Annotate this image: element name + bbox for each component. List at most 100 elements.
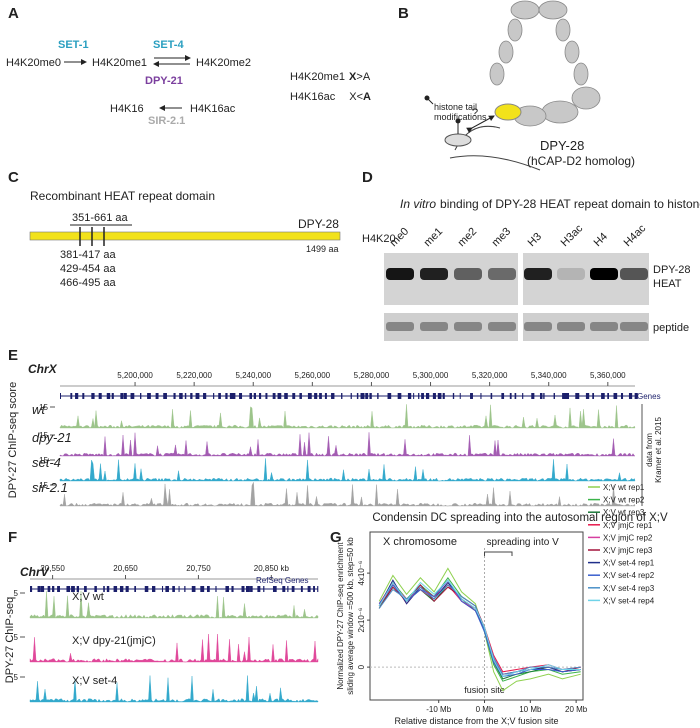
gene xyxy=(265,393,268,399)
annotation: X chromosome xyxy=(383,536,457,548)
gene xyxy=(40,586,45,592)
band xyxy=(420,322,448,331)
series-line xyxy=(378,567,581,692)
gene xyxy=(47,586,51,592)
gene xyxy=(155,393,159,399)
gene xyxy=(341,393,343,399)
x-tick-label: 20,850 kb xyxy=(254,564,290,573)
gene xyxy=(184,586,186,592)
gene xyxy=(139,393,142,399)
band xyxy=(620,268,648,280)
gene xyxy=(501,393,505,399)
gene xyxy=(172,586,175,592)
gene xyxy=(418,393,420,399)
gene xyxy=(356,393,359,399)
gene xyxy=(277,393,282,399)
gene xyxy=(514,393,517,399)
gene xyxy=(317,586,319,592)
histone-mark: H4K20me1 xyxy=(92,57,147,69)
gene xyxy=(200,586,205,592)
x-label: Relative distance from the X;V fusion si… xyxy=(394,716,558,726)
gene xyxy=(421,393,424,399)
gene xyxy=(144,586,149,592)
x-tick-label: 5,200,000 xyxy=(117,371,153,380)
gene xyxy=(397,393,402,399)
gene xyxy=(134,586,137,592)
gene xyxy=(272,586,277,592)
gene xyxy=(84,586,87,592)
gene xyxy=(241,586,245,592)
gene xyxy=(307,393,312,399)
gene xyxy=(432,393,436,399)
track-scale: 15 xyxy=(39,456,48,465)
gene xyxy=(307,586,311,592)
gene xyxy=(123,393,127,399)
gene xyxy=(239,393,243,399)
gene xyxy=(365,393,369,399)
panel-g: G xyxy=(330,529,342,546)
blot-label: peptide xyxy=(653,322,689,334)
x-tick-label: 20,750 xyxy=(186,564,211,573)
gene xyxy=(259,393,262,399)
track-scale: 5 xyxy=(14,633,19,642)
gene xyxy=(106,393,111,399)
gene xyxy=(75,393,79,399)
gene xyxy=(66,586,71,592)
x-tick-label: 20 Mb xyxy=(565,705,588,714)
track-label: X;V dpy-21(jmjC) xyxy=(72,635,156,647)
y-label: DPY-27 ChIP-seq xyxy=(4,597,16,683)
lane-label: H3 xyxy=(526,231,544,249)
gene xyxy=(151,586,156,592)
gene xyxy=(437,393,442,399)
gene xyxy=(113,586,118,592)
gene xyxy=(231,586,234,592)
row-label: H4K20 xyxy=(362,233,396,245)
panel-b: B histone tail modifications ? DPY-28 (h… xyxy=(398,0,635,171)
gene xyxy=(292,393,296,399)
x-tick-label: 5,360,000 xyxy=(590,371,626,380)
gene-track-label: RefSeq Genes xyxy=(256,576,308,585)
panel-d: D In vitro binding of DPY-28 HEAT repeat … xyxy=(362,169,700,341)
gene xyxy=(225,586,229,592)
signal-track xyxy=(59,481,636,507)
gene xyxy=(634,393,638,399)
gene xyxy=(300,586,303,592)
blot-label: HEAT xyxy=(653,278,682,290)
note-part: X xyxy=(349,71,357,83)
chart-title: Condensin DC spreading into the autosoma… xyxy=(372,512,668,524)
histone-mark: H4K16 xyxy=(110,103,144,115)
gene xyxy=(592,393,595,399)
gene xyxy=(324,393,327,399)
gene xyxy=(225,393,228,399)
band xyxy=(557,322,585,331)
panel-label: A xyxy=(8,5,19,22)
gene xyxy=(291,586,295,592)
histone-mark: H4K16ac xyxy=(190,103,236,115)
plot-frame xyxy=(369,531,584,701)
gene xyxy=(249,393,252,399)
panel-label: C xyxy=(8,169,19,186)
x-tick-label: 5,260,000 xyxy=(295,371,331,380)
note-part: H4K20me1 xyxy=(290,71,345,83)
note-part: H4K16ac xyxy=(290,91,336,103)
enzyme: SIR-2.1 xyxy=(148,115,185,127)
legend-label: X;V set-4 rep4 xyxy=(603,596,655,605)
histone-mark: H4K20me2 xyxy=(196,57,251,69)
title-part: binding of DPY-28 HEAT repeat domain to … xyxy=(440,197,700,211)
gene xyxy=(607,393,609,399)
title-part: In vitro xyxy=(400,197,436,211)
bracket xyxy=(484,551,513,556)
y-tick-label: 4x10⁻⁶ xyxy=(357,561,366,586)
gene xyxy=(442,393,445,399)
y-label: DPY-27 ChIP-seq score xyxy=(7,382,19,498)
gene xyxy=(522,393,524,399)
enzyme: SET-4 xyxy=(153,39,184,51)
gene xyxy=(613,393,618,399)
gene xyxy=(190,393,193,399)
label: 381-417 aa xyxy=(60,249,117,261)
note-part: >A xyxy=(356,71,370,83)
gene xyxy=(233,393,236,399)
legend-label: X;V jmjC rep3 xyxy=(603,546,653,555)
gene xyxy=(30,586,33,592)
